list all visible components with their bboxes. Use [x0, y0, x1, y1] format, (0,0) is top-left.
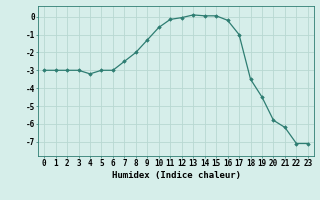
- X-axis label: Humidex (Indice chaleur): Humidex (Indice chaleur): [111, 171, 241, 180]
